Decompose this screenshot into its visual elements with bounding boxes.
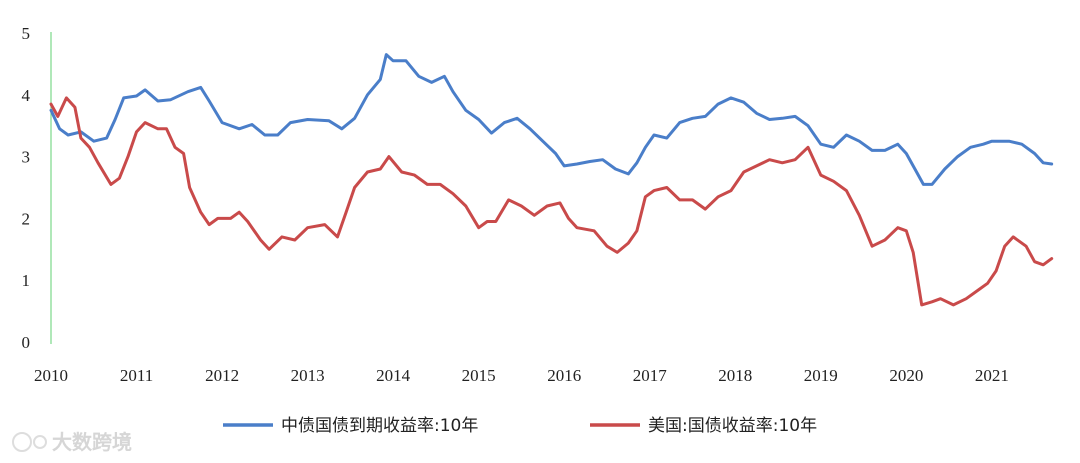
legend: 中债国债到期收益率:10年 美国:国债收益率:10年 bbox=[223, 416, 817, 436]
x-tick-label: 2010 bbox=[34, 366, 68, 385]
x-tick-label: 2011 bbox=[120, 366, 153, 385]
x-tick-label: 2012 bbox=[205, 366, 239, 385]
x-tick-label: 2017 bbox=[633, 366, 668, 385]
y-axis-ticks: 0 1 2 3 4 5 bbox=[22, 24, 31, 352]
x-tick-label: 2019 bbox=[804, 366, 838, 385]
x-tick-label: 2021 bbox=[975, 366, 1009, 385]
x-tick-label: 2014 bbox=[376, 366, 411, 385]
y-tick-label: 4 bbox=[22, 86, 31, 105]
y-tick-label: 5 bbox=[22, 24, 31, 43]
x-axis-ticks: 2010 2011 2012 2013 2014 2015 2016 2017 2018 2019… bbox=[34, 366, 1009, 385]
legend-label-us10y: 美国:国债收益率:10年 bbox=[648, 416, 817, 436]
y-tick-label: 2 bbox=[22, 209, 31, 228]
y-tick-label: 0 bbox=[22, 333, 31, 352]
x-tick-label: 2013 bbox=[291, 366, 325, 385]
y-tick-label: 3 bbox=[22, 148, 31, 167]
x-tick-label: 2016 bbox=[547, 366, 581, 385]
series-line-cn10y bbox=[49, 53, 1054, 186]
watermark-icon bbox=[12, 432, 32, 452]
series-line-us10y bbox=[49, 96, 1054, 307]
legend-label-cn10y: 中债国债到期收益率:10年 bbox=[281, 416, 478, 436]
watermark-logo: 大数跨境 bbox=[12, 430, 132, 454]
x-tick-label: 2015 bbox=[462, 366, 496, 385]
x-tick-label: 2018 bbox=[718, 366, 752, 385]
watermark-text: 大数跨境 bbox=[52, 430, 132, 454]
x-tick-label: 2020 bbox=[889, 366, 923, 385]
series-layer bbox=[49, 53, 1054, 307]
y-tick-label: 1 bbox=[22, 271, 31, 290]
